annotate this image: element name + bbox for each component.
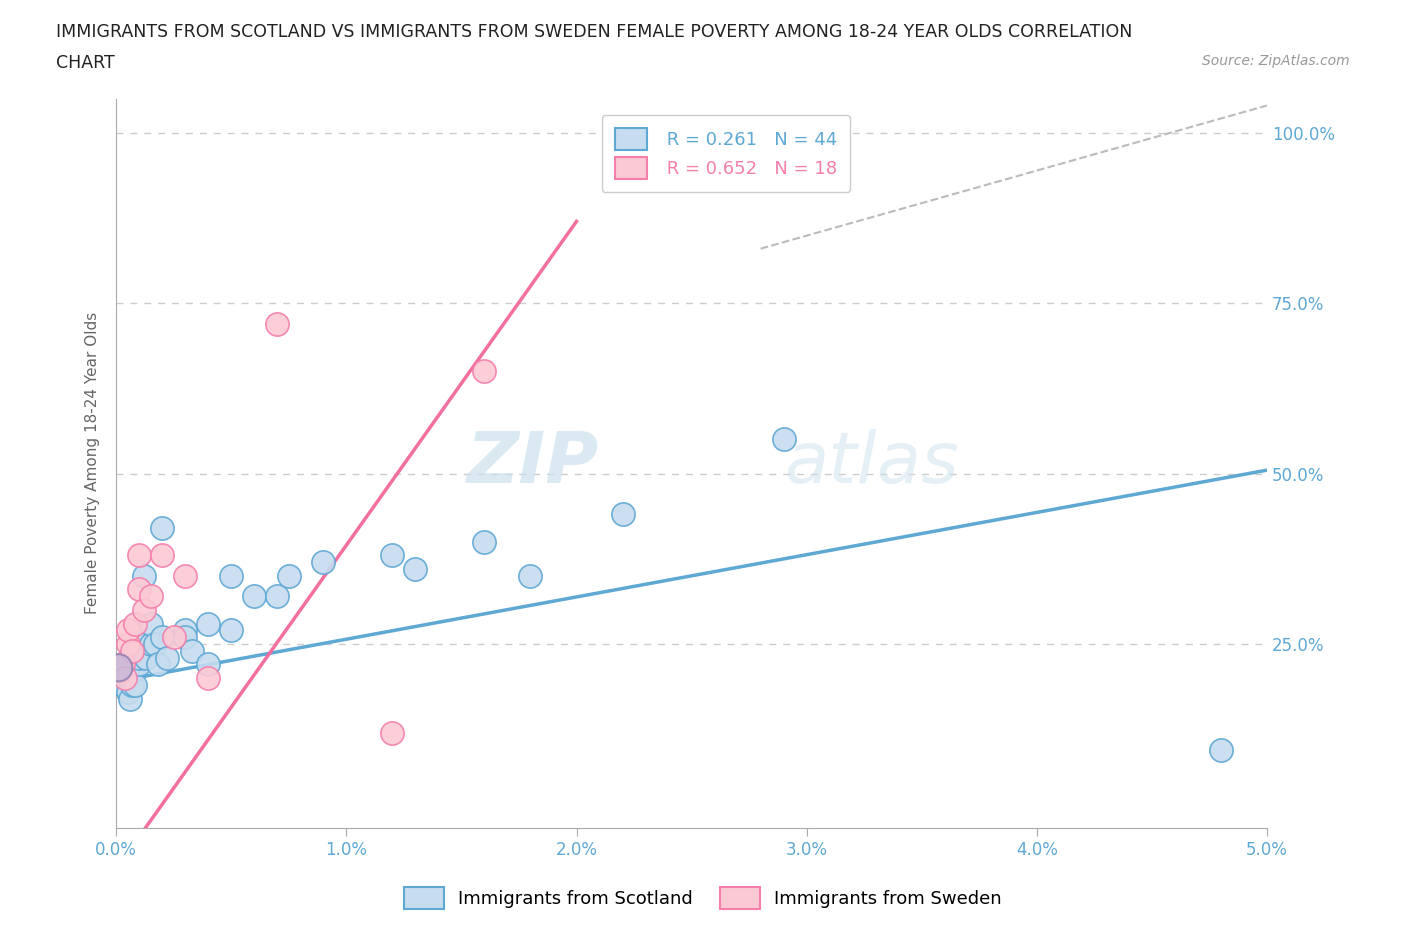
Point — [404, 562, 426, 577]
Point — [132, 603, 155, 618]
Point — [381, 548, 404, 563]
Ellipse shape — [105, 654, 132, 682]
Point — [112, 657, 135, 671]
Point — [163, 630, 186, 644]
Point — [121, 644, 143, 658]
Point — [519, 568, 541, 583]
Point — [139, 589, 162, 604]
Point — [124, 616, 146, 631]
Point — [114, 657, 136, 671]
Point — [121, 664, 143, 679]
Point — [277, 568, 299, 583]
Point — [128, 650, 150, 665]
Point — [150, 521, 173, 536]
Point — [128, 548, 150, 563]
Point — [381, 725, 404, 740]
Point — [1209, 742, 1232, 757]
Point — [197, 616, 219, 631]
Text: CHART: CHART — [56, 54, 115, 72]
Point — [117, 684, 139, 699]
Point — [772, 432, 794, 447]
Point — [110, 664, 132, 679]
Point — [139, 616, 162, 631]
Point — [474, 364, 496, 379]
Point — [612, 507, 634, 522]
Point — [181, 644, 204, 658]
Point — [117, 671, 139, 685]
Point — [266, 316, 288, 331]
Point — [128, 657, 150, 671]
Point — [124, 677, 146, 692]
Point — [150, 548, 173, 563]
Point — [146, 657, 169, 671]
Point — [120, 671, 142, 685]
Point — [128, 636, 150, 651]
Point — [117, 623, 139, 638]
Point — [121, 677, 143, 692]
Point — [112, 657, 135, 671]
Legend:  R = 0.261   N = 44,  R = 0.652   N = 18: R = 0.261 N = 44, R = 0.652 N = 18 — [602, 115, 851, 192]
Y-axis label: Female Poverty Among 18-24 Year Olds: Female Poverty Among 18-24 Year Olds — [86, 312, 100, 615]
Point — [135, 650, 157, 665]
Point — [145, 636, 167, 651]
Point — [243, 589, 266, 604]
Point — [150, 630, 173, 644]
Legend: Immigrants from Scotland, Immigrants from Sweden: Immigrants from Scotland, Immigrants fro… — [396, 880, 1010, 916]
Point — [266, 589, 288, 604]
Point — [197, 671, 219, 685]
Point — [221, 623, 243, 638]
Point — [124, 644, 146, 658]
Point — [197, 657, 219, 671]
Point — [139, 636, 162, 651]
Text: atlas: atlas — [783, 429, 959, 498]
Point — [110, 664, 132, 679]
Point — [132, 568, 155, 583]
Point — [114, 671, 136, 685]
Point — [112, 677, 135, 692]
Point — [474, 535, 496, 550]
Point — [114, 671, 136, 685]
Point — [120, 691, 142, 706]
Point — [117, 657, 139, 671]
Text: ZIP: ZIP — [467, 429, 599, 498]
Point — [156, 650, 179, 665]
Point — [174, 568, 197, 583]
Text: Source: ZipAtlas.com: Source: ZipAtlas.com — [1202, 54, 1350, 68]
Point — [312, 554, 335, 569]
Point — [128, 582, 150, 597]
Point — [174, 630, 197, 644]
Text: IMMIGRANTS FROM SCOTLAND VS IMMIGRANTS FROM SWEDEN FEMALE POVERTY AMONG 18-24 YE: IMMIGRANTS FROM SCOTLAND VS IMMIGRANTS F… — [56, 23, 1133, 41]
Point — [221, 568, 243, 583]
Point — [174, 623, 197, 638]
Point — [117, 636, 139, 651]
